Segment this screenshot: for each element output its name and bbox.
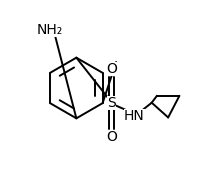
Text: O: O [106,130,117,143]
Text: HN: HN [124,109,145,123]
Text: NH₂: NH₂ [37,23,63,37]
Text: O: O [106,62,117,76]
Text: S: S [107,96,116,110]
